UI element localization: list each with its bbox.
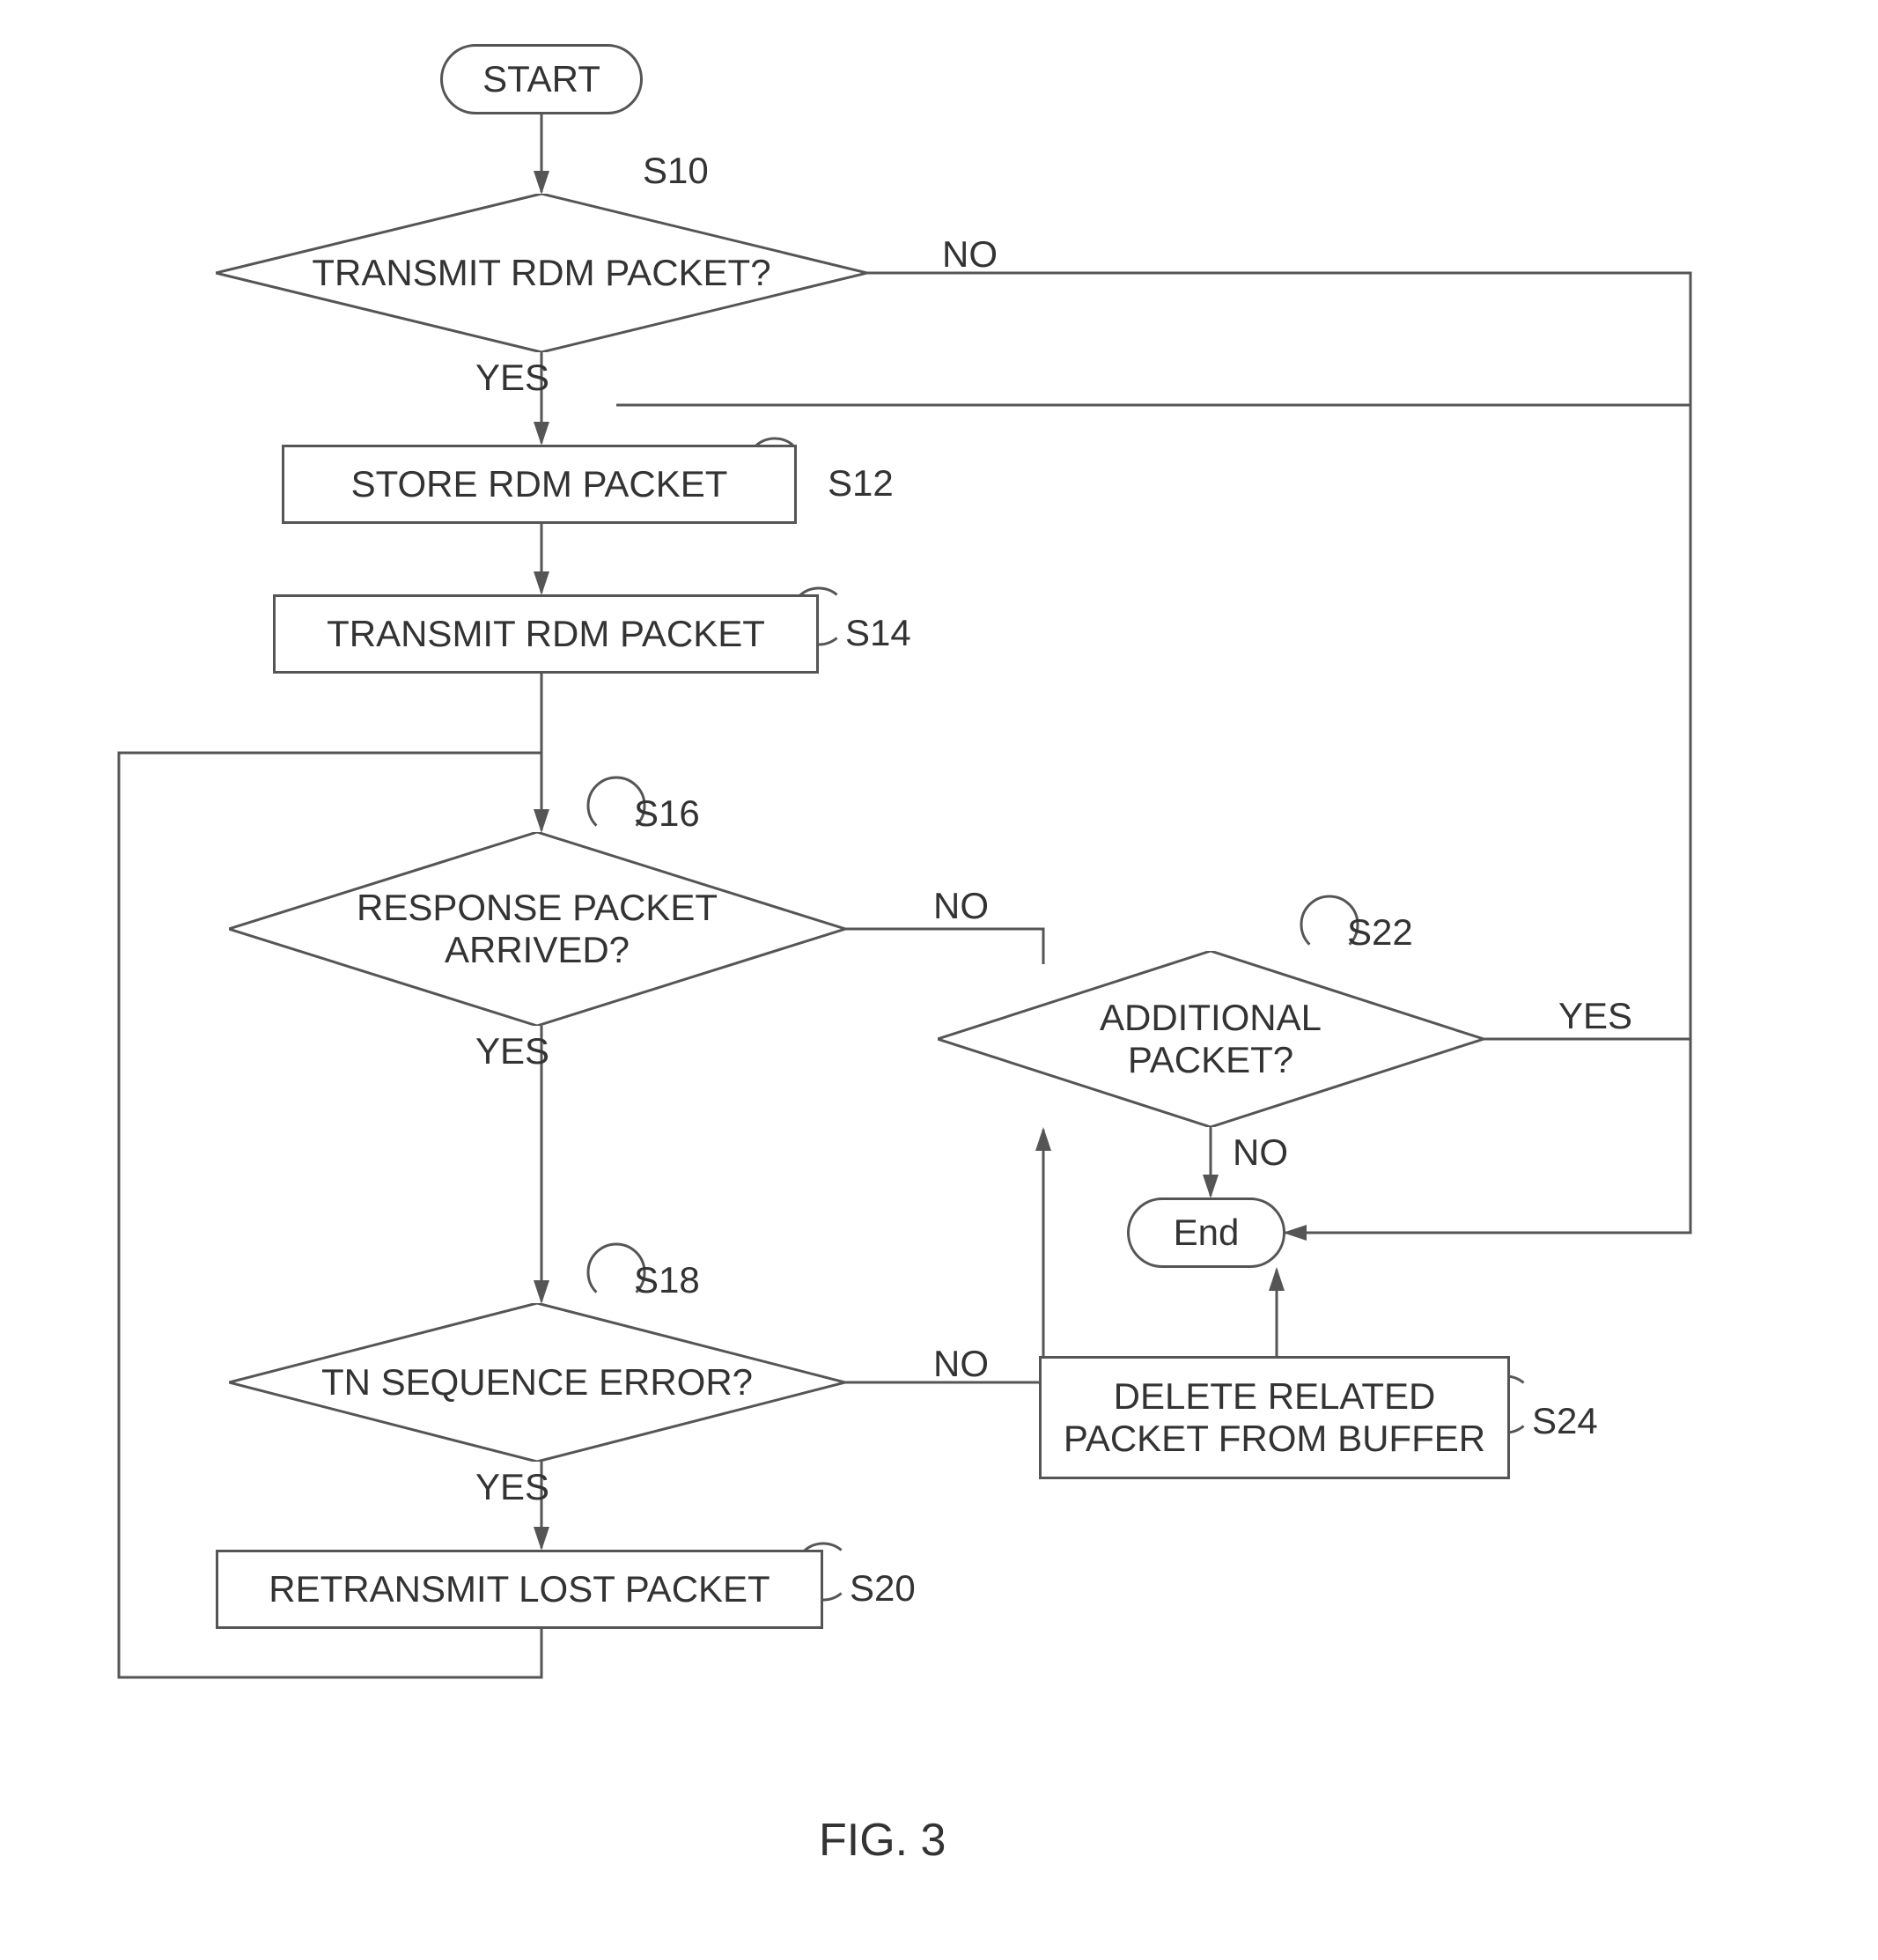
process-s12: STORE RDM PACKET — [282, 445, 797, 524]
tag-s20-text: S20 — [850, 1567, 916, 1609]
no-label-s18: NO — [933, 1343, 989, 1385]
terminator-start: START — [440, 44, 643, 114]
decision-s10: TRANSMIT RDM PACKET? — [216, 194, 867, 352]
process-s12-text: STORE RDM PACKET — [351, 463, 728, 505]
yes-s22-text: YES — [1558, 995, 1632, 1036]
process-s24: DELETE RELATED PACKET FROM BUFFER — [1039, 1356, 1510, 1479]
figure-label-text: FIG. 3 — [819, 1815, 946, 1866]
tag-s22-text: S22 — [1347, 911, 1413, 953]
terminator-start-text: START — [482, 58, 600, 100]
no-s22-text: NO — [1233, 1131, 1288, 1173]
figure-label: FIG. 3 — [819, 1814, 946, 1867]
tag-s20: S20 — [850, 1567, 916, 1610]
process-s20-text: RETRANSMIT LOST PACKET — [269, 1568, 770, 1610]
terminator-end-text: End — [1174, 1212, 1240, 1254]
decision-s22-text: ADDITIONAL PACKET? — [1100, 997, 1322, 1082]
tag-s10: S10 — [643, 150, 709, 192]
yes-label-s18: YES — [475, 1466, 549, 1508]
tag-s10-text: S10 — [643, 150, 709, 191]
process-s14: TRANSMIT RDM PACKET — [273, 594, 819, 674]
tag-s12: S12 — [828, 462, 894, 505]
no-label-s16: NO — [933, 885, 989, 927]
no-label-s10: NO — [942, 233, 998, 276]
process-s14-text: TRANSMIT RDM PACKET — [327, 613, 765, 655]
tag-s22: S22 — [1347, 911, 1413, 954]
yes-s18-text: YES — [475, 1466, 549, 1507]
decision-s16: RESPONSE PACKET ARRIVED? — [229, 832, 845, 1026]
tag-s18: S18 — [634, 1259, 700, 1301]
yes-label-s10: YES — [475, 357, 549, 399]
tag-s16-text: S16 — [634, 792, 700, 834]
yes-s16-text: YES — [475, 1030, 549, 1072]
tag-s14-text: S14 — [845, 612, 911, 653]
no-label-s22: NO — [1233, 1131, 1288, 1174]
decision-s18: TN SEQUENCE ERROR? — [229, 1303, 845, 1462]
tag-s14: S14 — [845, 612, 911, 654]
tag-s18-text: S18 — [634, 1259, 700, 1301]
tag-s24-text: S24 — [1532, 1400, 1598, 1441]
no-s18-text: NO — [933, 1343, 989, 1384]
yes-label-s16: YES — [475, 1030, 549, 1072]
no-s10-text: NO — [942, 233, 998, 275]
tag-s24: S24 — [1532, 1400, 1598, 1442]
terminator-end: End — [1127, 1197, 1285, 1268]
no-s16-text: NO — [933, 885, 989, 926]
process-s20: RETRANSMIT LOST PACKET — [216, 1550, 823, 1629]
decision-s22: ADDITIONAL PACKET? — [938, 951, 1484, 1127]
yes-s10-text: YES — [475, 357, 549, 398]
tag-s16: S16 — [634, 792, 700, 835]
tag-s12-text: S12 — [828, 462, 894, 504]
decision-s10-text: TRANSMIT RDM PACKET? — [312, 252, 770, 294]
decision-s18-text: TN SEQUENCE ERROR? — [321, 1361, 753, 1404]
yes-label-s22: YES — [1558, 995, 1632, 1037]
process-s24-text: DELETE RELATED PACKET FROM BUFFER — [1064, 1375, 1485, 1461]
decision-s16-text: RESPONSE PACKET ARRIVED? — [357, 887, 718, 972]
